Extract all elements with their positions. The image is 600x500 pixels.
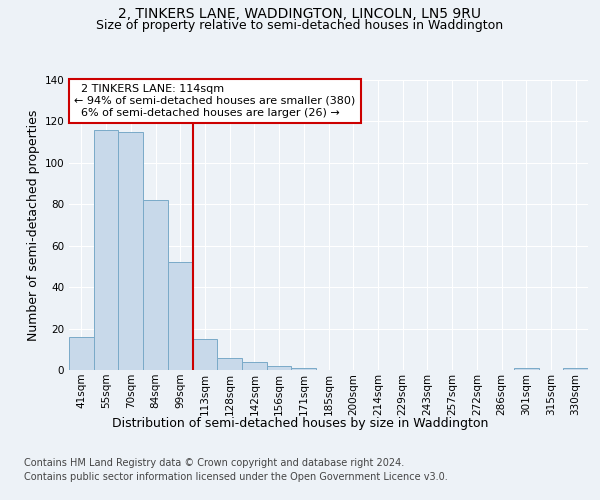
Bar bbox=[143, 200, 168, 370]
Bar bbox=[514, 368, 539, 370]
Bar bbox=[94, 130, 118, 370]
Text: 2 TINKERS LANE: 114sqm
← 94% of semi-detached houses are smaller (380)
  6% of s: 2 TINKERS LANE: 114sqm ← 94% of semi-det… bbox=[74, 84, 355, 117]
Bar bbox=[69, 337, 94, 370]
Text: 2, TINKERS LANE, WADDINGTON, LINCOLN, LN5 9RU: 2, TINKERS LANE, WADDINGTON, LINCOLN, LN… bbox=[119, 8, 482, 22]
Y-axis label: Number of semi-detached properties: Number of semi-detached properties bbox=[27, 110, 40, 340]
Bar bbox=[267, 366, 292, 370]
Bar bbox=[563, 368, 588, 370]
Text: Contains public sector information licensed under the Open Government Licence v3: Contains public sector information licen… bbox=[24, 472, 448, 482]
Text: Size of property relative to semi-detached houses in Waddington: Size of property relative to semi-detach… bbox=[97, 19, 503, 32]
Bar bbox=[193, 339, 217, 370]
Text: Distribution of semi-detached houses by size in Waddington: Distribution of semi-detached houses by … bbox=[112, 418, 488, 430]
Bar bbox=[217, 358, 242, 370]
Text: Contains HM Land Registry data © Crown copyright and database right 2024.: Contains HM Land Registry data © Crown c… bbox=[24, 458, 404, 468]
Bar bbox=[242, 362, 267, 370]
Bar bbox=[118, 132, 143, 370]
Bar bbox=[292, 368, 316, 370]
Bar bbox=[168, 262, 193, 370]
